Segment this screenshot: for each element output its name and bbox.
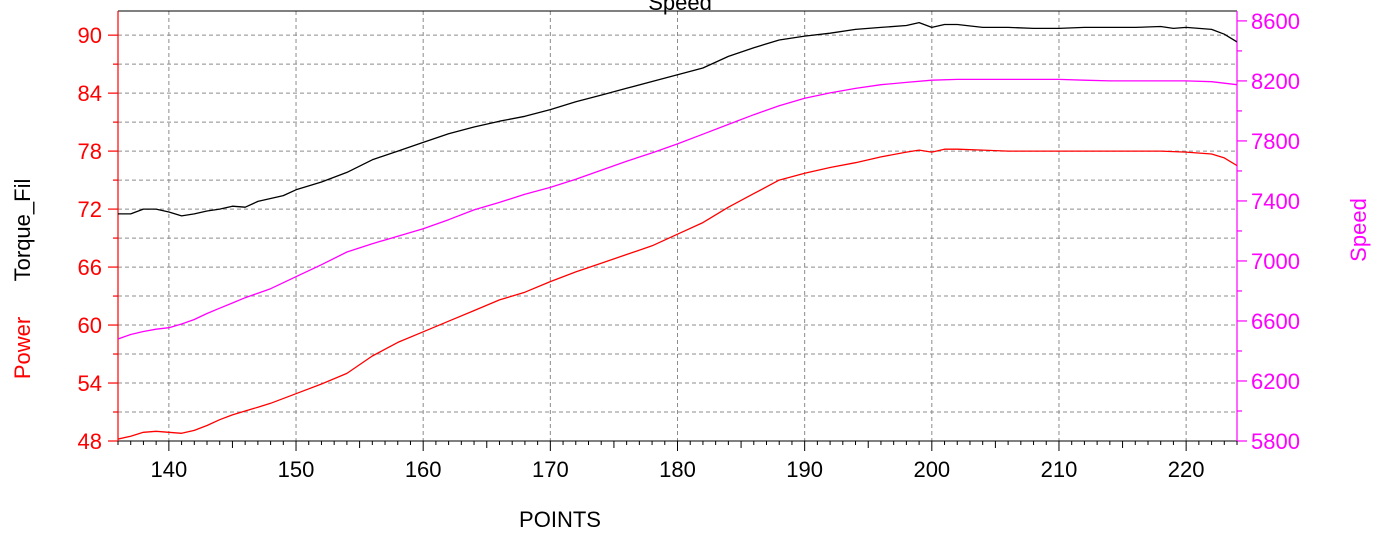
right-tick-label: 7000 — [1251, 249, 1300, 274]
left-tick-label: 78 — [78, 139, 102, 164]
x-tick-label: 180 — [659, 457, 696, 482]
right-tick-label: 6600 — [1251, 309, 1300, 334]
x-tick-label: 160 — [405, 457, 442, 482]
left-tick-label: 48 — [78, 429, 102, 454]
x-tick-label: 220 — [1168, 457, 1205, 482]
right-tick-label: 5800 — [1251, 429, 1300, 454]
x-tick-label: 150 — [278, 457, 315, 482]
x-tick-label: 200 — [913, 457, 950, 482]
right-tick-label: 7800 — [1251, 129, 1300, 154]
left-tick-label: 60 — [78, 313, 102, 338]
x-tick-label: 140 — [151, 457, 188, 482]
left-axis-label-power: Power — [10, 317, 35, 379]
x-tick-label: 210 — [1041, 457, 1078, 482]
x-tick-label: 190 — [786, 457, 823, 482]
left-tick-label: 90 — [78, 23, 102, 48]
x-axis-title: POINTS — [519, 507, 601, 532]
right-axis-label-speed: Speed — [1346, 198, 1371, 262]
right-tick-label: 8600 — [1251, 9, 1300, 34]
left-tick-label: 66 — [78, 255, 102, 280]
left-tick-label: 72 — [78, 197, 102, 222]
x-tick-label: 170 — [532, 457, 569, 482]
chart-title: Speed — [648, 0, 712, 15]
left-tick-label: 54 — [78, 371, 102, 396]
series-line-speed — [118, 78, 1237, 340]
right-tick-label: 6200 — [1251, 369, 1300, 394]
series-line-power — [118, 148, 1237, 440]
series-line-torque-fil — [118, 21, 1237, 217]
series-group — [118, 21, 1237, 440]
left-tick-label: 84 — [78, 81, 102, 106]
right-tick-label: 7400 — [1251, 189, 1300, 214]
left-axis-label-torque-fil: Torque_Fil — [10, 179, 35, 282]
right-tick-label: 8200 — [1251, 69, 1300, 94]
